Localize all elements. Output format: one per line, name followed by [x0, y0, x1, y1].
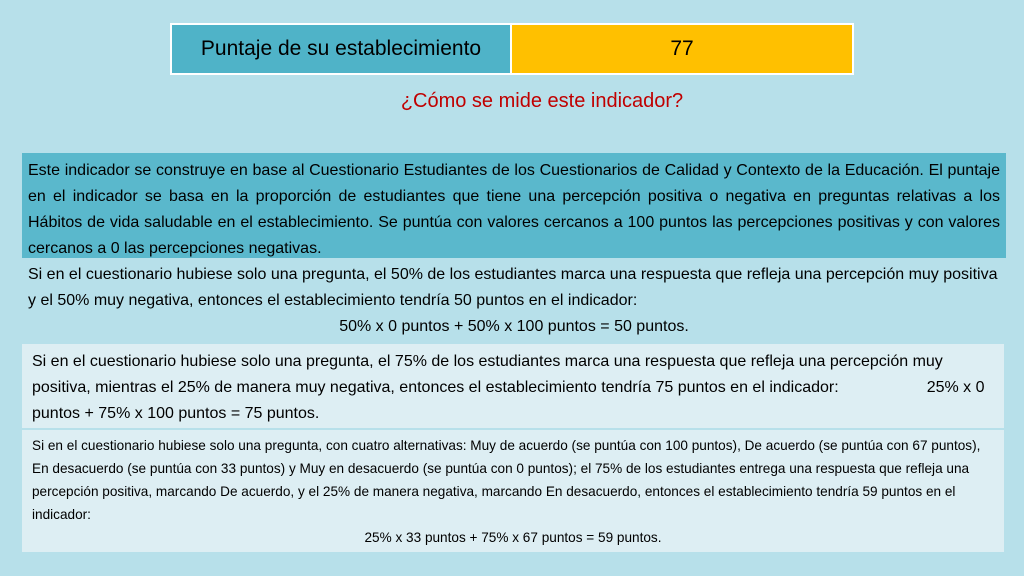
- example-50-block: Si en el cuestionario hubiese solo una p…: [22, 262, 1006, 340]
- question-heading: ¿Cómo se mide este indicador?: [400, 90, 684, 112]
- example-50-text: Si en el cuestionario hubiese solo una p…: [28, 266, 998, 309]
- score-label: Puntaje de su establecimiento: [172, 25, 512, 73]
- example-75-text: Si en el cuestionario hubiese solo una p…: [32, 353, 943, 396]
- indicator-description: Este indicador se construye en base al C…: [22, 153, 1006, 258]
- example-59-block: Si en el cuestionario hubiese solo una p…: [22, 430, 1004, 552]
- score-value: 77: [512, 25, 852, 73]
- example-59-text: Si en el cuestionario hubiese solo una p…: [32, 438, 981, 522]
- example-59-formula: 25% x 33 puntos + 75% x 67 puntos = 59 p…: [364, 530, 662, 545]
- example-75-block: Si en el cuestionario hubiese solo una p…: [22, 344, 1004, 428]
- example-50-formula: 50% x 0 puntos + 50% x 100 puntos = 50 p…: [339, 318, 689, 335]
- score-table: Puntaje de su establecimiento 77: [170, 23, 854, 75]
- indicator-description-text: Este indicador se construye en base al C…: [28, 162, 1000, 257]
- example-75-formula: 25% x 0 puntos + 75% x 100 puntos = 75 p…: [32, 379, 985, 422]
